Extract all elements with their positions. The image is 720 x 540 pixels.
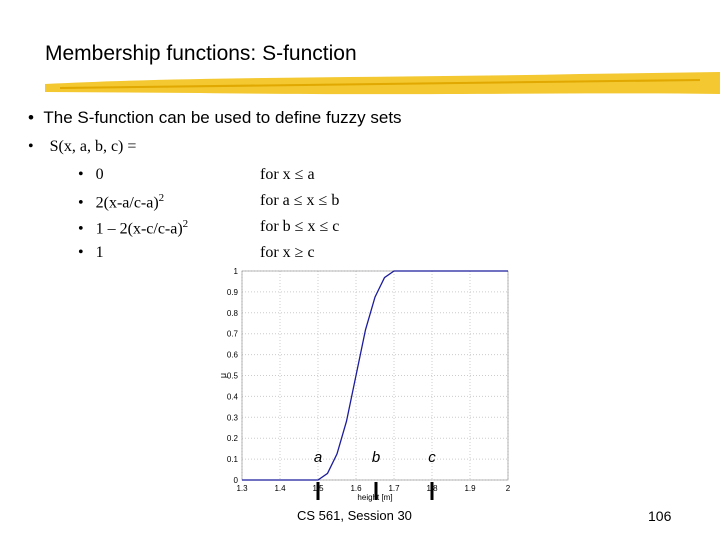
x-tick-label: 1.4 [274,484,286,493]
slide-title: Membership functions: S-function [45,42,357,65]
y-tick-label: 0.4 [227,392,239,401]
bullet-text: S(x, a, b, c) = [49,138,137,155]
y-axis-label: μ [218,373,228,378]
x-tick-label: 1.3 [236,484,248,493]
case-expr: • 2(x-a/c-a)2 [78,192,165,212]
case-cond: for b ≤ x ≤ c [260,218,340,235]
y-tick-label: 0.1 [227,455,239,464]
x-tick-label: 1.9 [464,484,476,493]
page-number: 106 [648,508,672,524]
plot-frame [241,270,509,481]
case-expr: • 1 [78,244,104,261]
case-cond: for x ≥ c [260,244,315,261]
brush-stroke [59,79,701,89]
y-tick-label: 0.6 [227,351,239,360]
bullet: • S(x, a, b, c) = [28,138,137,155]
expr-sup: 2 [182,218,189,230]
annotation: a [314,449,322,466]
annotation: b [372,449,380,466]
x-tick-label: 1.6 [350,484,362,493]
y-tick-label: 0.3 [227,413,239,422]
expr-text: 1 [95,244,104,261]
expr-text: 1 – 2(x-c/c-a) [95,220,183,238]
case-expr: • 0 [78,166,104,183]
bullet: • The S-function can be used to define f… [28,108,402,127]
expr-text: 2(x-a/c-a) [95,194,159,212]
expr-sup: 2 [158,192,165,204]
y-tick-label: 0 [234,476,239,485]
y-tick-label: 0.9 [227,288,239,297]
case-cond: for a ≤ x ≤ b [260,192,340,209]
y-tick-label: 0.8 [227,309,239,318]
y-tick-label: 1 [234,267,239,276]
curve [242,270,508,481]
y-tick-label: 0.5 [227,372,239,381]
x-tick-label: 2 [506,484,511,493]
y-tick-label: 0.2 [227,434,239,443]
annotation: c [428,449,436,466]
x-tick-label: 1.7 [388,484,400,493]
expr-text: 0 [95,166,104,183]
case-expr: • 1 – 2(x-c/c-a)2 [78,218,189,238]
bullet-text: The S-function can be used to define fuz… [43,108,402,127]
y-tick-label: 0.7 [227,330,239,339]
footer-session: CS 561, Session 30 [297,508,412,523]
case-cond: for x ≤ a [260,166,315,183]
